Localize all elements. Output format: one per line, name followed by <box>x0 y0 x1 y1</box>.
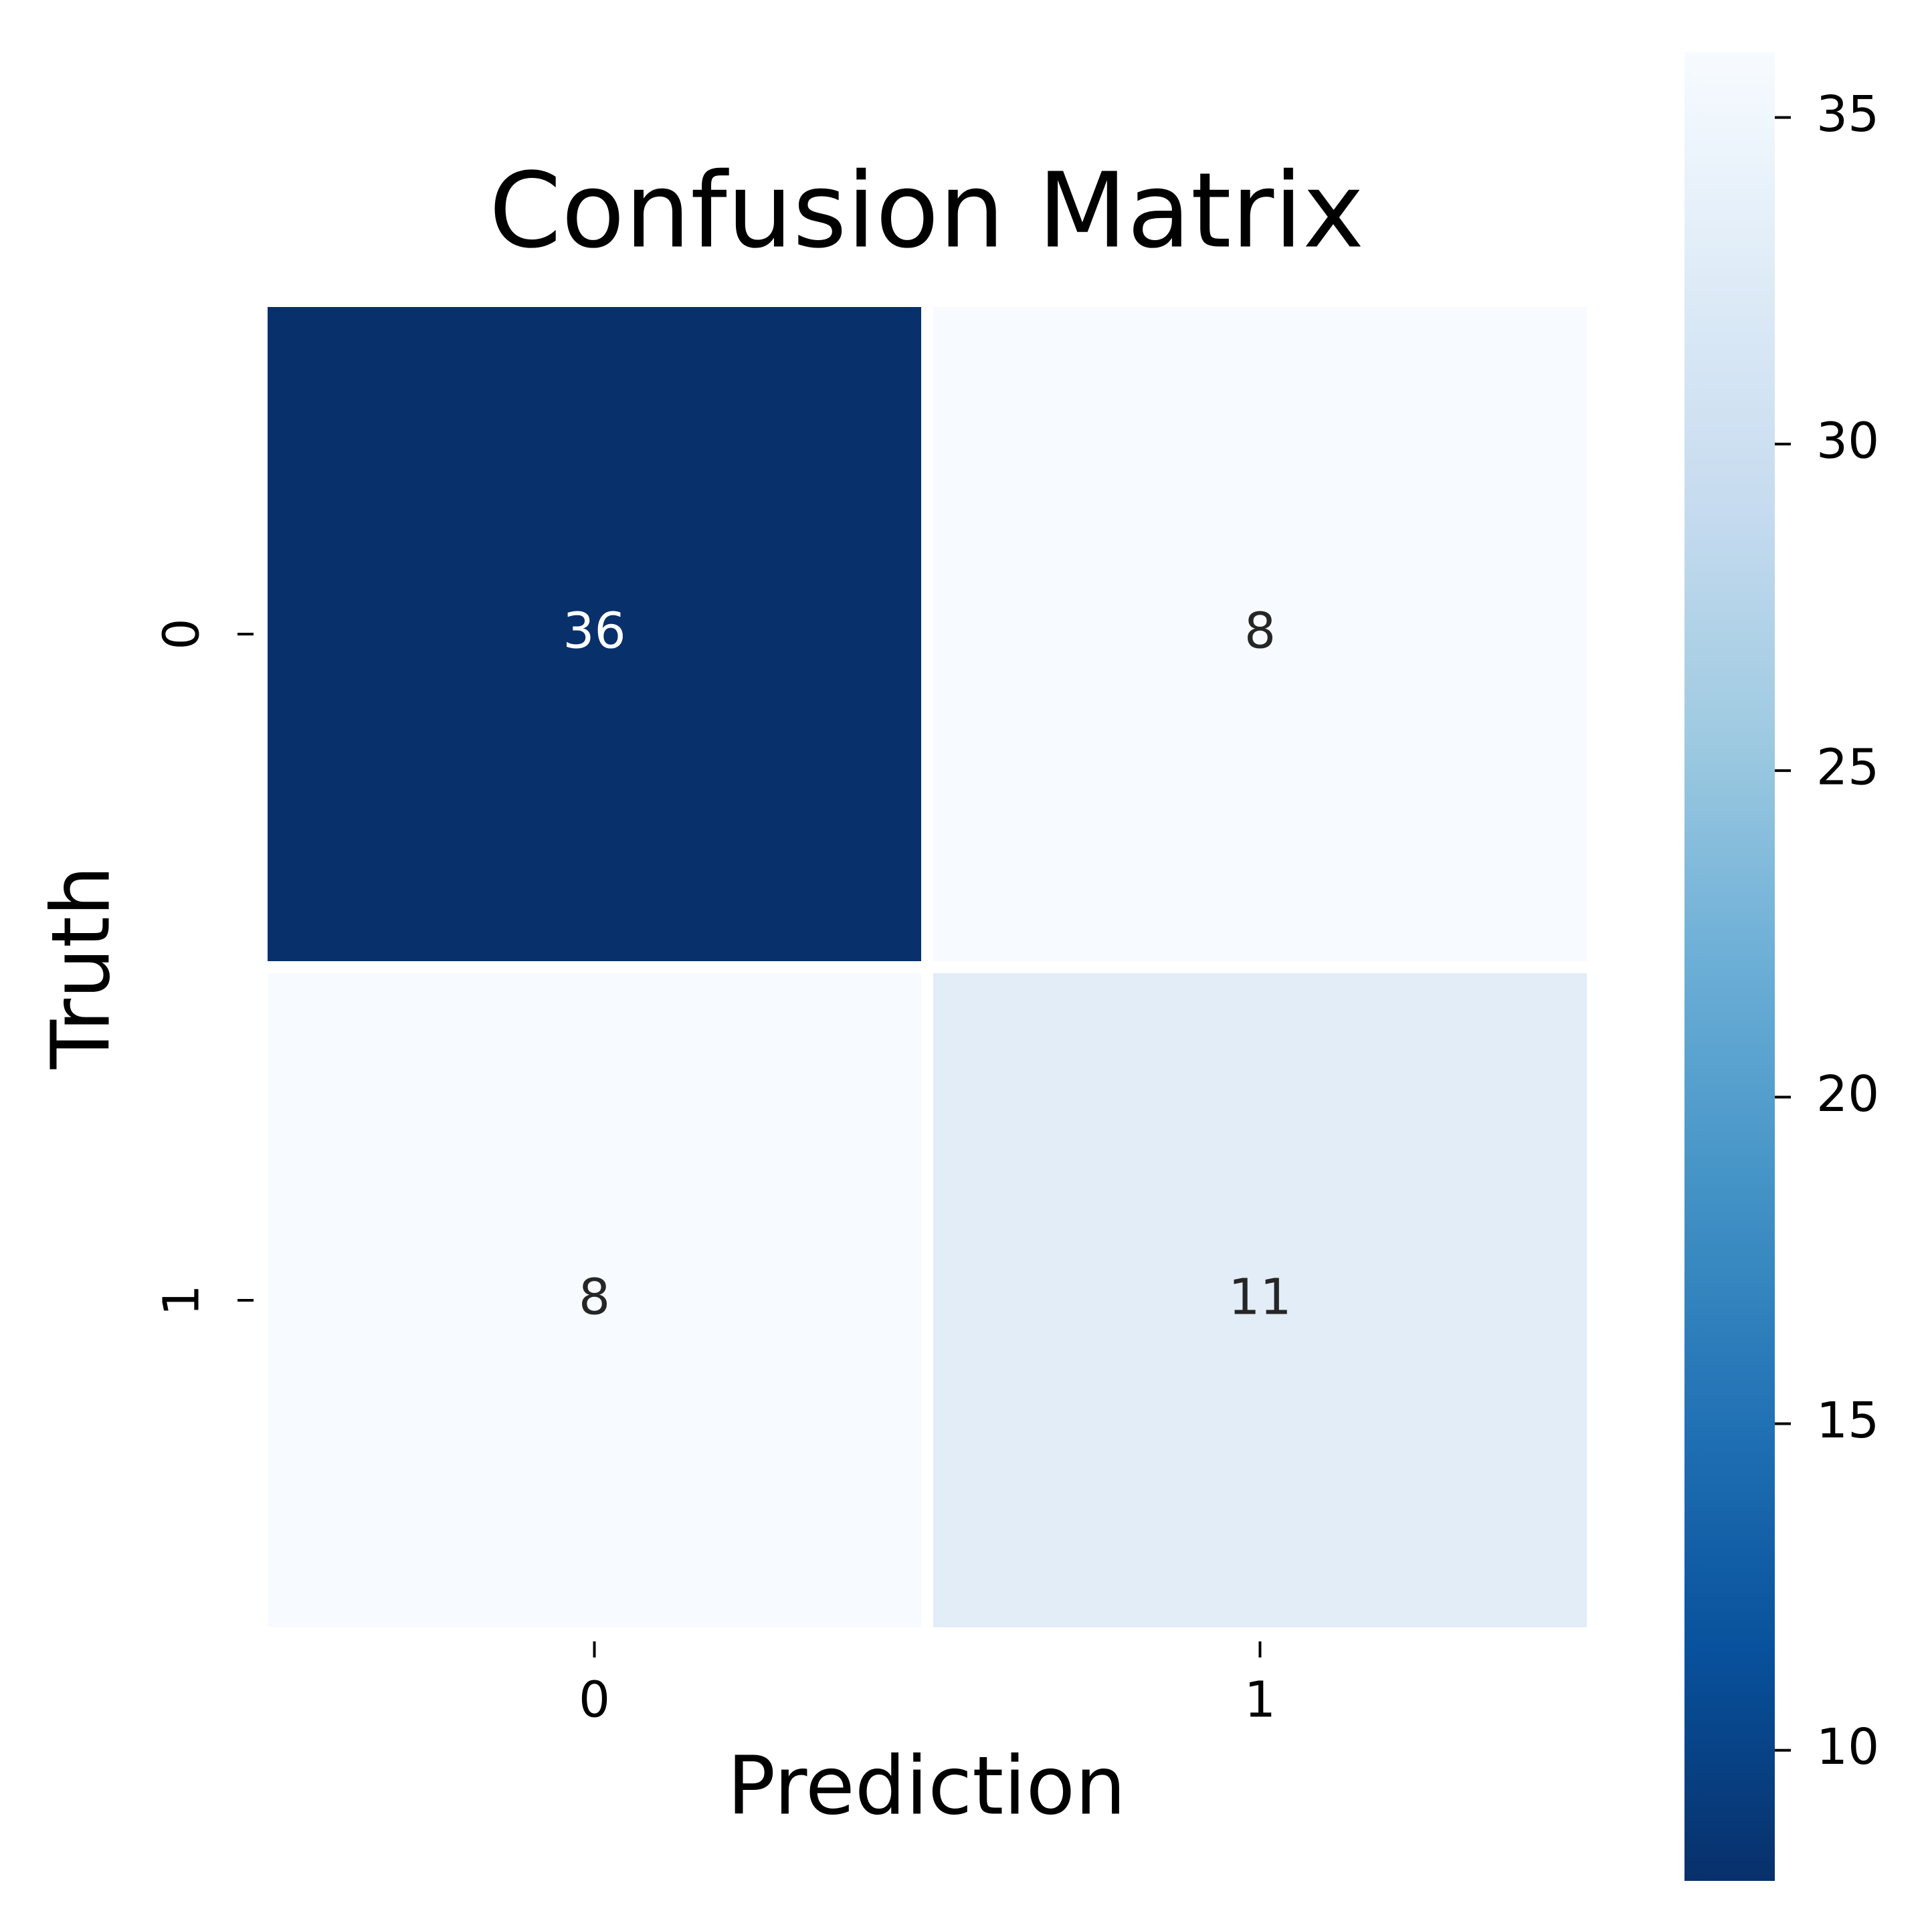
colorbar-tick-label: 35 <box>1816 86 1879 143</box>
y-tick-label: 0 <box>153 618 211 649</box>
heatmap-cell <box>256 295 933 973</box>
colorbar-tick-label: 25 <box>1816 739 1879 797</box>
cell-label: 8 <box>1244 603 1276 660</box>
x-tick-label: 1 <box>1244 1672 1276 1729</box>
cell-label: 36 <box>563 603 625 660</box>
x-axis-label: Prediction <box>727 1740 1126 1833</box>
colorbar-tick-label: 10 <box>1816 1718 1879 1776</box>
y-tick-label: 1 <box>153 1284 211 1316</box>
y-axis-label: Truth <box>35 866 128 1070</box>
cell-label: 11 <box>1228 1269 1291 1326</box>
heatmap-cell <box>256 961 933 1639</box>
heatmap-cell <box>921 295 1599 973</box>
chart-title: Confusion Matrix <box>489 150 1364 271</box>
colorbar-tick-label: 20 <box>1816 1066 1879 1123</box>
colorbar-tick-label: 30 <box>1816 412 1879 470</box>
x-tick-label: 0 <box>579 1672 610 1729</box>
colorbar-tick-label: 15 <box>1816 1392 1879 1449</box>
colorbar <box>1684 52 1775 1881</box>
heatmap-cell <box>921 961 1599 1639</box>
cell-label: 8 <box>579 1269 610 1326</box>
